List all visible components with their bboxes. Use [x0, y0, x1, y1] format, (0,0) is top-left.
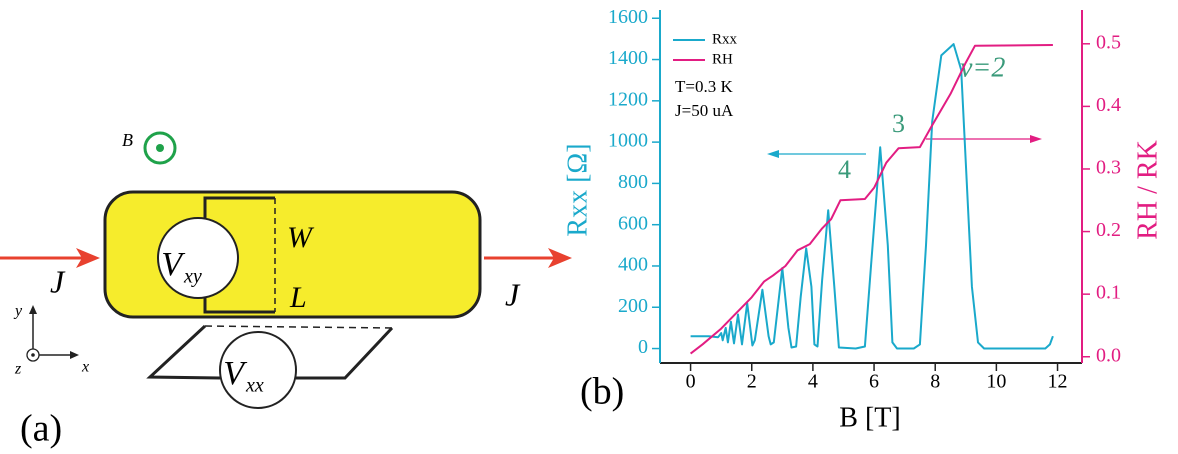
vxx-meter — [219, 331, 297, 409]
y2-tick-label: 0.1 — [1096, 282, 1121, 304]
vxy-meter — [157, 217, 239, 299]
vxx-wire — [146, 324, 394, 380]
y-axis-title: Rxx [Ω] — [562, 143, 593, 236]
x-tick-label: 12 — [1048, 371, 1068, 393]
y-tick-label: 400 — [618, 254, 648, 276]
data-line — [689, 44, 1053, 355]
axis-label: z — [14, 361, 22, 378]
arrow-head — [767, 150, 779, 158]
legend-label: Rxx — [712, 31, 738, 47]
z-dot — [31, 353, 35, 357]
y2-tick-label: 0.5 — [1096, 31, 1121, 53]
y-tick-label: 1400 — [608, 47, 648, 69]
x-tick-label: 6 — [869, 371, 879, 393]
x-tick-label: 4 — [808, 371, 818, 393]
vxy-sub: xy — [183, 266, 202, 288]
x-tick-label: 2 — [747, 371, 757, 393]
x-tick-label: 8 — [930, 371, 940, 393]
field-symbol — [143, 131, 177, 165]
axis-label: x — [81, 359, 89, 376]
x-tick-label: 10 — [986, 371, 1006, 393]
y-tick-label: 1200 — [608, 88, 648, 110]
arrow-head — [29, 305, 37, 314]
annotation: 4 — [838, 155, 851, 184]
y2-tick-label: 0.4 — [1096, 94, 1121, 116]
annotation: ν=2 — [960, 52, 1005, 83]
y2-tick-label: 0.2 — [1096, 219, 1121, 241]
x-tick-label: 0 — [686, 371, 696, 393]
y-tick-label: 0 — [638, 336, 648, 358]
arrow-head — [70, 351, 79, 359]
current-label: J — [50, 263, 66, 299]
y-tick-label: 1600 — [608, 6, 648, 28]
device-diagram: V xy V xx W L J J B y x z (a) — [0, 130, 572, 450]
width-label: W — [287, 221, 315, 254]
panel-label: (a) — [20, 408, 62, 450]
annotation: 3 — [892, 109, 905, 138]
axis-label: y — [13, 303, 23, 320]
y2-axis-title: RH / RK — [1132, 140, 1163, 240]
condition: J=50 uA — [675, 101, 734, 120]
axes — [32, 312, 72, 356]
chart: (b) B [T] Rxx [Ω] RH / RK T=0.3 K J=50 u… — [562, 6, 1163, 434]
arrow-head — [76, 248, 100, 268]
y-tick-label: 200 — [618, 295, 648, 317]
length-line — [204, 325, 393, 329]
current-label: J — [505, 276, 521, 312]
y2-tick-label: 0.3 — [1096, 157, 1121, 179]
panel-label: (b) — [580, 371, 624, 413]
y-tick-label: 1000 — [608, 130, 648, 152]
vxx-sub: xx — [245, 375, 264, 397]
y-tick-label: 600 — [618, 212, 648, 234]
y2-tick-label: 0.0 — [1096, 344, 1121, 366]
x-axis-title: B [T] — [839, 402, 900, 433]
legend-label: RH — [712, 51, 733, 67]
vxy-wire — [203, 196, 275, 314]
arrow-head — [1030, 135, 1042, 143]
arrow-head — [548, 248, 572, 268]
condition: T=0.3 K — [675, 77, 733, 96]
y-tick-label: 800 — [618, 171, 648, 193]
field-label: B — [122, 130, 133, 150]
data-line — [690, 43, 1054, 350]
length-label: L — [289, 281, 307, 314]
field-dot — [156, 144, 164, 152]
